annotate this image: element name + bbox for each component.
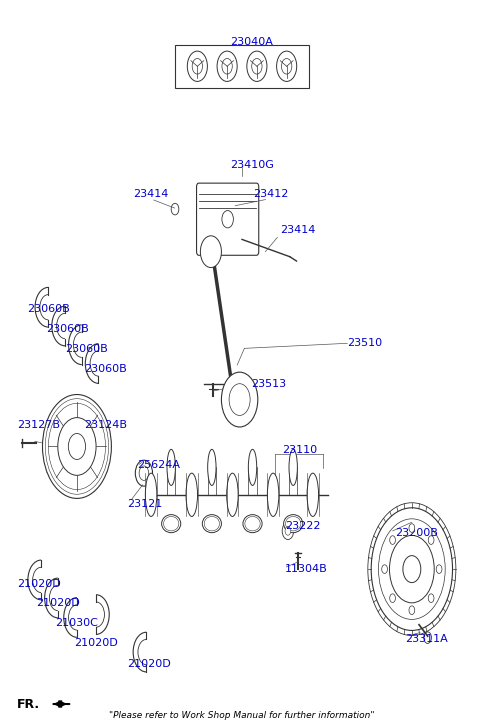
Text: 21020D: 21020D bbox=[17, 579, 61, 589]
Text: 21020D: 21020D bbox=[127, 659, 171, 670]
Text: 21030C: 21030C bbox=[55, 618, 98, 628]
Text: 23040A: 23040A bbox=[230, 38, 273, 47]
Text: 11304B: 11304B bbox=[285, 564, 328, 574]
Circle shape bbox=[136, 460, 152, 486]
Ellipse shape bbox=[208, 449, 216, 486]
Circle shape bbox=[277, 51, 297, 81]
Circle shape bbox=[285, 526, 291, 535]
FancyBboxPatch shape bbox=[197, 183, 259, 255]
Circle shape bbox=[171, 204, 179, 215]
Circle shape bbox=[371, 507, 453, 630]
Text: 23124B: 23124B bbox=[84, 419, 127, 430]
Ellipse shape bbox=[289, 449, 297, 486]
Text: 23110: 23110 bbox=[282, 445, 317, 455]
Circle shape bbox=[390, 594, 395, 603]
Ellipse shape bbox=[307, 473, 318, 516]
Circle shape bbox=[68, 433, 86, 459]
Circle shape bbox=[247, 51, 267, 81]
Text: 23060B: 23060B bbox=[46, 324, 89, 334]
Ellipse shape bbox=[284, 515, 303, 533]
Circle shape bbox=[282, 58, 292, 74]
Circle shape bbox=[58, 417, 96, 475]
Circle shape bbox=[187, 51, 207, 81]
Circle shape bbox=[428, 594, 434, 603]
Text: 23311A: 23311A bbox=[405, 634, 447, 644]
Circle shape bbox=[217, 51, 237, 81]
Ellipse shape bbox=[162, 515, 181, 533]
Circle shape bbox=[229, 384, 250, 415]
Circle shape bbox=[222, 211, 233, 228]
Text: 23410G: 23410G bbox=[229, 160, 273, 170]
Text: 23222: 23222 bbox=[285, 521, 320, 531]
Ellipse shape bbox=[267, 473, 279, 516]
Text: 23127B: 23127B bbox=[17, 419, 60, 430]
Bar bbox=[175, 44, 309, 88]
Text: 23060B: 23060B bbox=[84, 364, 127, 374]
Text: 23412: 23412 bbox=[253, 189, 288, 199]
Ellipse shape bbox=[227, 473, 238, 516]
Circle shape bbox=[282, 522, 294, 539]
Ellipse shape bbox=[167, 449, 175, 486]
Circle shape bbox=[382, 565, 388, 574]
Text: 23513: 23513 bbox=[252, 379, 287, 389]
Circle shape bbox=[436, 565, 442, 574]
Circle shape bbox=[43, 395, 111, 499]
Circle shape bbox=[390, 536, 395, 545]
Circle shape bbox=[428, 536, 434, 545]
Circle shape bbox=[221, 372, 258, 427]
Text: 23200B: 23200B bbox=[395, 528, 438, 538]
Text: 23060B: 23060B bbox=[65, 344, 108, 354]
Text: 23414: 23414 bbox=[280, 225, 316, 235]
Ellipse shape bbox=[186, 473, 197, 516]
Ellipse shape bbox=[202, 515, 221, 533]
Circle shape bbox=[409, 523, 415, 532]
Text: 23060B: 23060B bbox=[27, 305, 69, 314]
Circle shape bbox=[409, 606, 415, 614]
Circle shape bbox=[192, 58, 202, 74]
Text: 23121: 23121 bbox=[127, 499, 163, 509]
Circle shape bbox=[200, 236, 221, 268]
Circle shape bbox=[424, 632, 431, 643]
Circle shape bbox=[139, 466, 149, 481]
Text: "Please refer to Work Shop Manual for further information": "Please refer to Work Shop Manual for fu… bbox=[109, 711, 375, 720]
Text: 25624A: 25624A bbox=[137, 459, 180, 470]
Ellipse shape bbox=[145, 473, 157, 516]
Ellipse shape bbox=[248, 449, 257, 486]
Ellipse shape bbox=[243, 515, 262, 533]
Text: 23414: 23414 bbox=[134, 189, 169, 199]
Text: FR.: FR. bbox=[17, 697, 40, 710]
Circle shape bbox=[222, 58, 232, 74]
Text: 23510: 23510 bbox=[347, 338, 382, 348]
Text: 21020D: 21020D bbox=[36, 598, 80, 608]
Text: 21020D: 21020D bbox=[75, 638, 118, 648]
Circle shape bbox=[252, 58, 262, 74]
